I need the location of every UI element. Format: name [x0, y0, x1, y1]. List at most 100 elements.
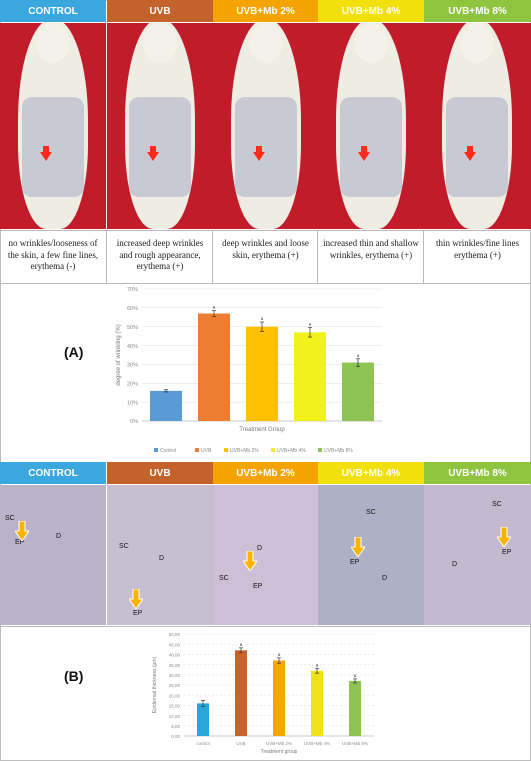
bar [235, 650, 247, 736]
y-tick-label: 10,00 [169, 714, 181, 719]
y-tick-label: 10% [127, 400, 138, 406]
y-axis-title: Epidermal thickness (µm) [152, 656, 158, 713]
group-header: UVB+Mb 2% [213, 462, 318, 484]
bar [349, 680, 361, 736]
red-arrow-icon [40, 152, 52, 161]
legend-swatch [224, 448, 228, 452]
panel-label-b: (B) [64, 668, 84, 684]
stratum-corneum-label: SC [219, 575, 229, 582]
significance-mark: a [309, 322, 312, 327]
y-tick-label: 60% [127, 306, 138, 312]
y-tick-label: 50% [127, 325, 138, 331]
y-tick-label: 40,00 [169, 653, 181, 658]
histology-bottom-divider [0, 626, 531, 627]
red-arrow-icon [464, 152, 476, 161]
legend-swatch [154, 448, 158, 452]
stratum-corneum-label: SC [492, 501, 502, 508]
stratum-corneum-label: SC [119, 543, 129, 550]
group-header: CONTROL [0, 462, 106, 484]
rat-head [354, 23, 388, 63]
x-axis-title: Treatment group [261, 749, 298, 755]
panel-label-a: (A) [64, 344, 84, 360]
group-header: UVB+Mb 8% [424, 462, 531, 484]
rat-photo [0, 23, 106, 229]
y-tick-label: 30% [127, 363, 138, 369]
bar [311, 670, 323, 736]
group-header: UVB+Mb 4% [318, 462, 424, 484]
red-arrow-icon [147, 152, 159, 161]
bar [150, 390, 182, 421]
group-caption: no wrinkles/looseness of the skin, a few… [7, 238, 99, 271]
caption-divider [212, 231, 213, 283]
bar [294, 332, 326, 421]
group-header: UVB+Mb 4% [318, 0, 424, 22]
significance-mark: a [240, 642, 243, 647]
histology-photo: SC EP D [424, 485, 531, 625]
epidermis-label: EP [15, 539, 25, 546]
significance-mark: a [357, 353, 360, 358]
y-tick-label: 0% [130, 419, 138, 425]
rat-photo [213, 23, 318, 229]
red-arrow-stem [150, 146, 156, 152]
bar [246, 326, 278, 421]
dermis-label: D [257, 545, 263, 552]
x-tick-label: control [196, 741, 210, 746]
epidermis-label: EP [133, 610, 143, 617]
y-tick-label: 50,00 [169, 632, 181, 637]
y-tick-label: 20,00 [169, 693, 181, 698]
epidermis-label: EP [253, 583, 263, 590]
caption-divider [423, 231, 424, 283]
group-header: UVB+Mb 2% [213, 0, 318, 22]
significance-mark: a [316, 662, 319, 667]
x-tick-label: UVB+Mb 4% [304, 741, 330, 746]
dermis-label: D [56, 533, 62, 540]
epidermis-label: EP [350, 559, 360, 566]
y-tick-label: 25,00 [169, 683, 181, 688]
group-header: UVB+Mb 8% [424, 0, 531, 22]
group-header: UVB [107, 462, 213, 484]
x-tick-label: UVB+Mb 2% [266, 741, 292, 746]
histology-photo: SC EP D [0, 485, 106, 625]
x-axis-title: Treatment Group [239, 427, 285, 433]
caption-divider [106, 231, 107, 283]
rat-head [143, 23, 177, 63]
legend-swatch [195, 448, 199, 452]
y-tick-label: 20% [127, 381, 138, 387]
significance-mark: a [278, 652, 281, 657]
y-tick-label: 30,00 [169, 673, 181, 678]
group-header: CONTROL [0, 0, 106, 22]
y-tick-label: 40% [127, 344, 138, 350]
rat-head [460, 23, 494, 63]
y-tick-label: 15,00 [169, 704, 181, 709]
dermis-label: D [159, 555, 165, 562]
y-tick-label: 45,00 [169, 642, 181, 647]
legend-label: Control [160, 448, 176, 454]
epidermis-label: EP [502, 549, 512, 556]
histology-photo: SC EP D [107, 485, 213, 625]
red-arrow-stem [361, 146, 367, 152]
shaved-skin-area [446, 97, 508, 197]
wrinkling-chart: 0% 10% 20% 30% 40% 50% 60% 70% a a a a Treatment Gro… [116, 287, 382, 454]
bar [198, 313, 230, 421]
red-arrow-stem [256, 146, 262, 152]
caption-divider [317, 231, 318, 283]
red-arrow-icon [253, 152, 265, 161]
shaved-skin-area [235, 97, 297, 197]
group-header: UVB [107, 0, 213, 22]
red-arrow-icon [358, 152, 370, 161]
x-tick-label: UVB [236, 741, 245, 746]
rat-head [249, 23, 283, 63]
stratum-corneum-label: SC [5, 515, 15, 522]
group-caption: increased deep wrinkles and rough appear… [116, 238, 204, 271]
stratum-corneum-label: SC [366, 509, 376, 516]
y-axis-title: degree of wrinkling (%) [116, 324, 122, 385]
legend-swatch [318, 448, 322, 452]
group-caption: thin wrinkles/fine lines erythema (+) [436, 238, 519, 260]
dermis-label: D [452, 561, 458, 568]
y-tick-label: 35,00 [169, 663, 181, 668]
y-tick-label: 70% [127, 287, 138, 293]
yellow-arrow-icon [497, 527, 511, 547]
bar [273, 660, 285, 736]
histology-photo: SC EP D [213, 485, 318, 625]
bar [342, 362, 374, 421]
